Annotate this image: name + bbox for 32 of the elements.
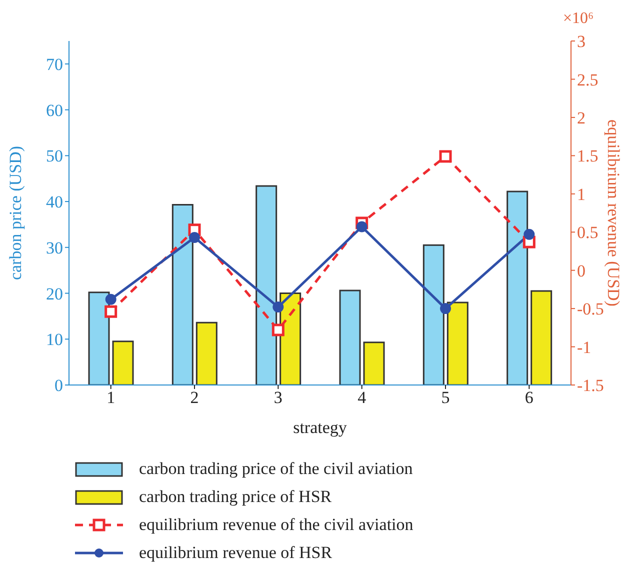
legend-label: equilibrium revenue of the civil aviation [139,515,414,535]
x-tick-label: 6 [524,388,534,408]
legend-label: carbon trading price of HSR [139,487,332,507]
y2-tick-label: 0.5 [577,223,598,242]
x-tick-label: 3 [274,388,282,408]
y-tick-label: 0 [54,376,63,396]
x-tick-label: 5 [441,388,450,408]
y-tick-label: 30 [46,238,63,258]
y2-tick-label: 1 [577,184,586,204]
legend-label: carbon trading price of the civil aviation [139,459,413,479]
y2-tick-label: -0.5 [577,300,604,319]
y-tick-label: 40 [46,192,63,212]
x-axis-title: strategy [293,418,348,437]
legend-label: equilibrium revenue of HSR [139,543,332,563]
x-tick-label: 4 [358,388,367,408]
y-tick-label: 60 [46,100,63,120]
x-tick-label: 1 [106,388,116,408]
y-tick-label: 10 [46,330,63,350]
y-tick-label: 20 [46,284,63,304]
y2-tick-label: 2.5 [577,70,598,90]
y2-tick-label: 2 [577,108,586,128]
y2-tick-label: 1.5 [577,146,598,166]
y2-tick-label: -1.5 [577,376,604,396]
y-tick-label: 70 [46,54,63,74]
y2-tick-label: 0 [577,261,586,280]
y2-tick-label: 3 [577,32,586,52]
y2-axis-title: equilibrium revenue (USD) [604,120,623,306]
x-tick-label: 2 [190,388,199,408]
text: ×10⁶ [563,10,594,28]
y2-tick-label: -1 [577,338,592,357]
y-tick-label: 50 [46,146,63,166]
y-axis-title: carbon price (USD) [6,146,26,280]
